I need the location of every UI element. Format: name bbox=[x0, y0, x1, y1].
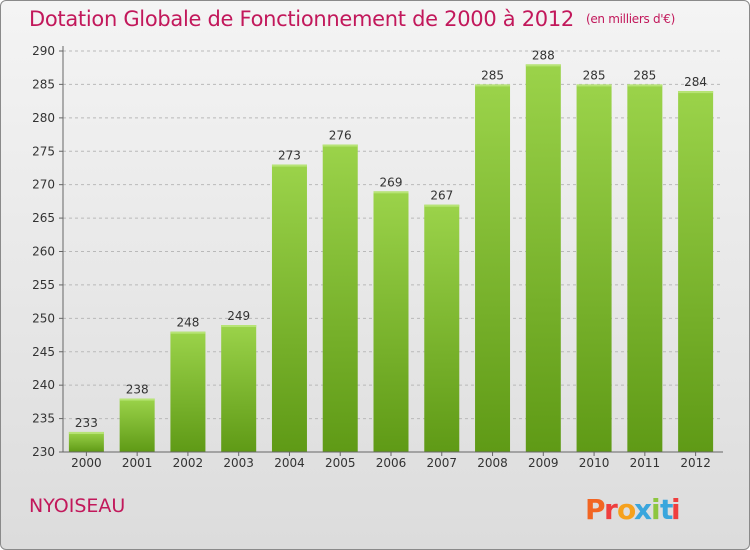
bar-2007 bbox=[424, 204, 460, 452]
logo-letter: o bbox=[617, 493, 636, 526]
bar-2001 bbox=[119, 398, 155, 452]
bar-2006 bbox=[373, 191, 409, 452]
value-label-2004: 273 bbox=[278, 149, 301, 163]
x-tick-label-2008: 2008 bbox=[477, 456, 508, 470]
y-tick-label: 280 bbox=[32, 111, 55, 125]
x-tick-label-2002: 2002 bbox=[173, 456, 204, 470]
y-tick-label: 250 bbox=[32, 311, 55, 325]
y-tick-label: 235 bbox=[32, 412, 55, 426]
logo-letter: x bbox=[634, 493, 652, 526]
commune-name: NYOISEAU bbox=[29, 495, 126, 517]
value-label-2010: 285 bbox=[583, 68, 606, 82]
x-tick-label-2001: 2001 bbox=[122, 456, 153, 470]
value-label-2001: 238 bbox=[126, 383, 149, 397]
x-tick-label-2011: 2011 bbox=[630, 456, 661, 470]
x-tick-label-2007: 2007 bbox=[426, 456, 457, 470]
value-label-2006: 269 bbox=[380, 175, 403, 189]
y-tick-label: 230 bbox=[32, 445, 55, 459]
bar-top-highlight bbox=[424, 204, 460, 207]
x-tick-label-2010: 2010 bbox=[579, 456, 610, 470]
value-label-2005: 276 bbox=[329, 129, 352, 143]
bar-2005 bbox=[322, 144, 358, 453]
bar-top-highlight bbox=[170, 331, 206, 334]
y-tick-label: 275 bbox=[32, 144, 55, 158]
bar-2010 bbox=[576, 84, 612, 453]
bar-2008 bbox=[475, 84, 511, 453]
bar-top-highlight bbox=[627, 84, 663, 87]
bar-top-highlight bbox=[576, 84, 612, 87]
value-label-2002: 248 bbox=[176, 316, 199, 330]
bar-2012 bbox=[678, 91, 714, 452]
y-tick-label: 290 bbox=[32, 44, 55, 58]
value-label-2012: 284 bbox=[684, 75, 707, 89]
bar-top-highlight bbox=[119, 398, 155, 401]
x-tick-label-2004: 2004 bbox=[274, 456, 305, 470]
y-tick-label: 260 bbox=[32, 245, 55, 259]
bar-top-highlight bbox=[678, 91, 714, 94]
axes: 230 235 240 245 250 255 260 265 270 275 280 285 290 2… bbox=[32, 44, 723, 470]
y-tick-label: 240 bbox=[32, 378, 55, 392]
x-tick-label-2005: 2005 bbox=[325, 456, 356, 470]
bar-top-highlight bbox=[271, 164, 307, 167]
bar-2003 bbox=[221, 325, 257, 452]
bar-top-highlight bbox=[322, 144, 358, 147]
value-label-2003: 249 bbox=[227, 309, 250, 323]
y-tick-label: 270 bbox=[32, 178, 55, 192]
chart-unit: (en milliers d'€) bbox=[585, 12, 675, 26]
value-label-2009: 288 bbox=[532, 48, 555, 62]
proxiti-logo: Pr oxi ti bbox=[585, 493, 681, 526]
bar-2009 bbox=[525, 64, 561, 452]
value-label-2000: 233 bbox=[75, 416, 98, 430]
bar-top-highlight bbox=[221, 325, 257, 328]
value-label-2008: 285 bbox=[481, 68, 504, 82]
chart-title-text: Dotation Globale de Fonctionnement de 20… bbox=[29, 7, 574, 31]
bar-2011 bbox=[627, 84, 663, 453]
logo-letter: r bbox=[604, 493, 618, 526]
x-tick-label-2003: 2003 bbox=[223, 456, 254, 470]
logo-letter: t bbox=[660, 493, 673, 526]
bar-top-highlight bbox=[475, 84, 511, 87]
bar-2004 bbox=[271, 164, 307, 452]
y-tick-label: 285 bbox=[32, 77, 55, 91]
y-tick-label: 265 bbox=[32, 211, 55, 225]
logo-letter: i bbox=[671, 493, 681, 526]
x-tick-label-2012: 2012 bbox=[680, 456, 711, 470]
bar-2000 bbox=[68, 431, 104, 452]
x-tick-label-2006: 2006 bbox=[376, 456, 407, 470]
bar-top-highlight bbox=[68, 431, 104, 434]
logo-letter: i bbox=[651, 493, 661, 526]
y-tick-label: 255 bbox=[32, 278, 55, 292]
value-label-2007: 267 bbox=[430, 189, 453, 203]
bar-top-highlight bbox=[373, 191, 409, 194]
bars: 233 238 248 249 273 276 269 267 285 288 285 285 284 bbox=[68, 48, 714, 453]
bar-2002 bbox=[170, 331, 206, 452]
bar-top-highlight bbox=[525, 64, 561, 67]
value-label-2011: 285 bbox=[633, 68, 656, 82]
x-tick-label-2009: 2009 bbox=[528, 456, 559, 470]
chart-title: Dotation Globale de Fonctionnement de 20… bbox=[29, 7, 675, 31]
x-tick-label-2000: 2000 bbox=[71, 456, 102, 470]
y-tick-label: 245 bbox=[32, 345, 55, 359]
logo-letter: P bbox=[585, 493, 606, 526]
